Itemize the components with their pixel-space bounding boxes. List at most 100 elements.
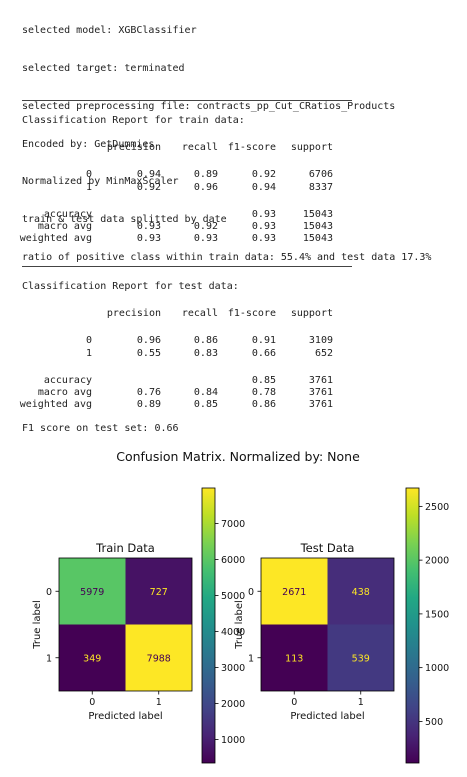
confusion-matrix-panel: Test Data 2671 438 113 539 0 1 0 1 Predicted labe… [234, 487, 449, 764]
report-row-label: weighted avg [19, 233, 92, 244]
matrix-cell [261, 624, 328, 691]
report-row-label: accuracy [43, 375, 92, 386]
report-cell: 0.76 [136, 387, 161, 398]
report-row-label: 0 [85, 335, 92, 346]
report-cell: 0.94 [251, 182, 276, 193]
report-cell: 0.89 [136, 399, 161, 410]
colorbar-tick-label: 2000 [425, 556, 449, 567]
log-line: selected preprocessing file: contracts_p… [22, 100, 396, 112]
matrix-cell-value: 113 [285, 653, 303, 664]
colorbar-tick-label: 5000 [221, 591, 245, 602]
divider [22, 266, 352, 267]
report-cell: 3761 [308, 375, 333, 386]
report-cell: 15043 [302, 209, 333, 220]
matrix-cell-value: 349 [83, 653, 101, 664]
report-cell: 0.85 [251, 375, 276, 386]
report-title: Classification Report for test data: [22, 281, 239, 292]
matrix-cell [125, 558, 192, 625]
report-cell: 0.96 [193, 182, 218, 193]
x-axis-label: Predicted label [88, 711, 162, 722]
report-cell: 0.93 [193, 233, 218, 244]
report-cell: 15043 [302, 233, 333, 244]
report-column-header: f1-score [227, 308, 276, 319]
matrix-cell [59, 558, 126, 625]
y-tick-label: 0 [248, 587, 254, 598]
y-axis-label: True label [234, 600, 245, 650]
panel-title: Test Data [300, 541, 355, 555]
colorbar-tick-label: 4000 [221, 627, 245, 638]
matrix-cell [327, 624, 394, 691]
report-column-header: precision [106, 308, 161, 319]
colorbar-tick-label: 2000 [221, 699, 245, 710]
report-cell: 0.86 [251, 399, 276, 410]
colorbar-tick-label: 500 [425, 717, 443, 728]
confusion-matrix-figure: Confusion Matrix. Normalized by: None Tr… [32, 449, 449, 764]
log-line: train & test data splitted by date [22, 214, 227, 226]
y-axis-label: True label [32, 600, 43, 650]
report-row-label: 1 [85, 182, 92, 193]
report-row-label: 0 [85, 169, 92, 180]
report-cell: 3761 [308, 387, 333, 398]
report-cell: 0.93 [251, 221, 276, 232]
log-line: Normalized by MinMaxScaler [22, 176, 179, 188]
report-column-header: support [290, 142, 333, 153]
x-tick-label: 0 [291, 697, 297, 708]
report-row-label: macro avg [37, 387, 92, 398]
matrix-frame [58, 557, 193, 692]
x-axis-label: Predicted label [290, 711, 364, 722]
matrix-cell-value: 5979 [80, 587, 104, 598]
colorbar [405, 487, 420, 764]
report-cell: 0.93 [251, 233, 276, 244]
matrix-cell-value: 2671 [282, 587, 306, 598]
report-row-label: macro avg [37, 221, 92, 232]
report-column-header: f1-score [227, 142, 276, 153]
report-cell: 0.93 [136, 221, 161, 232]
report-cell: 0.85 [193, 399, 218, 410]
log-line: Encoded by: GetDummies [22, 138, 155, 150]
matrix-cell [59, 624, 126, 691]
report-cell: 0.84 [193, 387, 218, 398]
report-cell: 3109 [308, 335, 333, 346]
colorbar-tick-label: 1000 [221, 735, 245, 746]
report-cell: 15043 [302, 221, 333, 232]
report-cell: 0.94 [136, 169, 161, 180]
report-row-label: 1 [85, 348, 92, 359]
x-tick-label: 0 [89, 697, 95, 708]
log-line: selected target: terminated [22, 62, 185, 74]
report-cell: 0.78 [251, 387, 276, 398]
report-column-header: support [290, 308, 333, 319]
matrix-cell-value: 7988 [147, 653, 171, 664]
report-cell: 0.91 [251, 335, 276, 346]
report-cell: 0.86 [193, 335, 218, 346]
report-cell: 0.92 [193, 221, 218, 232]
log-line: ratio of positive class within train dat… [22, 251, 432, 263]
report-title: Classification Report for train data: [22, 115, 245, 126]
report-cell: 0.92 [136, 182, 161, 193]
matrix-cell [125, 624, 192, 691]
report-cell: 652 [314, 348, 333, 359]
y-tick-label: 0 [46, 587, 52, 598]
report-column-header: precision [106, 142, 161, 153]
log-line: selected model: XGBClassifier [22, 25, 197, 37]
report-cell: 0.66 [251, 348, 276, 359]
matrix-cell [327, 558, 394, 625]
colorbar-tick-label: 6000 [221, 555, 245, 566]
report-cell: 0.93 [136, 233, 161, 244]
colorbar-tick-label: 1500 [425, 609, 449, 620]
report-cell: 8337 [308, 182, 333, 193]
report-cell: 3761 [308, 399, 333, 410]
y-tick-label: 1 [248, 653, 254, 664]
matrix-cell-value: 727 [150, 587, 168, 598]
x-tick-label: 1 [156, 697, 162, 708]
matrix-frame [260, 557, 395, 692]
report-cell: 6706 [308, 169, 333, 180]
report-cell: 0.55 [136, 348, 161, 359]
matrix-cell-value: 539 [352, 653, 370, 664]
log-header: selected model: XGBClassifier selected t… [22, 0, 431, 277]
report-cell: 0.83 [193, 348, 218, 359]
report-row-label: weighted avg [19, 399, 92, 410]
report-cell: 0.93 [251, 209, 276, 220]
colorbar [201, 487, 216, 764]
colorbar-tick-label: 7000 [221, 519, 245, 530]
y-tick-label: 1 [46, 653, 52, 664]
